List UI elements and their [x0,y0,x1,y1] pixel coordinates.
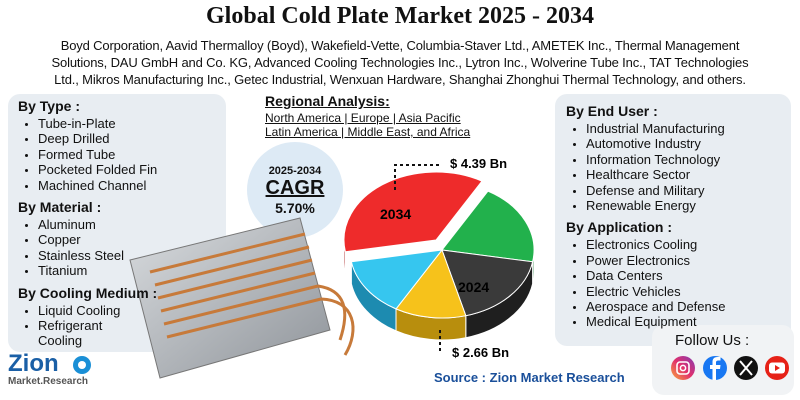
cagr-value: 5.70% [275,200,315,216]
pie-slice [350,249,444,310]
regional-line: North America | Europe | Asia Pacific [265,111,461,125]
segment-item: Tube-in-Plate [38,116,157,131]
segment-item: Aluminum [38,217,157,232]
follow: Follow Us : [675,332,750,349]
logo-sub: Market.Research [8,376,89,387]
pie-slice [395,248,467,319]
logo: Zion Market.Research [8,350,89,388]
segment-heading: By Material : [18,199,102,216]
segment: By Cooling Medium : Liquid CoolingRefrige… [18,285,157,349]
segment-list: Tube-in-PlateDeep DrilledFormed TubePock… [18,116,157,193]
segment-item: Copper [38,232,157,247]
segment-item: Data Centers [586,268,725,283]
segment: By Application :Electronics CoolingPower… [566,219,725,329]
pie-slice [441,190,535,263]
segment-list: Industrial ManufacturingAutomotive Indus… [566,121,725,213]
segment-item: Machined Channel [38,178,157,193]
segment-item: Electronics Cooling [586,237,725,252]
segment-heading: By Cooling Medium : [18,284,158,301]
segment-item: Information Technology [586,152,725,167]
high-year: 2034 [380,206,412,222]
segment-item: Power Electronics [586,253,725,268]
cagr-period: 2025-2034 [268,165,322,177]
right-segments: By End User : Industrial ManufacturingAut… [566,103,725,336]
segment: By Material :AluminumCopperStainless Ste… [18,199,157,279]
segment-item: Healthcare Sector [586,167,725,182]
segment-list: Electronics CoolingPower ElectronicsData… [566,237,725,329]
segment-item: Titanium [38,263,157,278]
segment-list: Liquid CoolingRefrigerant Cooling [18,303,133,349]
social-icons[interactable] [671,356,789,380]
high-value: $ 4.39 Bn [450,156,508,171]
segment-item: Aerospace and Defense [586,299,725,314]
right-panel [555,94,791,346]
regional-line: Latin America | Middle East, and Africa [265,125,471,139]
segment-item: Electric Vehicles [586,284,725,299]
segment-heading: By Application : [566,219,673,236]
low-year: 2024 [458,279,490,295]
source: Source : Zion Market Research [434,370,625,385]
leader-lines [394,164,441,352]
segment-item: Defense and Military [586,183,725,198]
segment-list: AluminumCopperStainless SteelTitanium [18,217,157,279]
low-value: $ 2.66 Bn [452,345,510,360]
segment-item: Refrigerant Cooling [38,318,133,349]
cagr-label: CAGR [265,177,325,199]
pie-slice [441,249,534,317]
segment-item: Automotive Industry [586,136,725,151]
segment-item: Industrial Manufacturing [586,121,725,136]
regional-heading: Regional Analysis: [265,93,390,109]
segment: By End User : Industrial ManufacturingAut… [566,103,725,213]
companies-line: Solutions, DAU GmbH and Co. KG, Advanced… [51,55,749,70]
companies-line: Ltd., Mikros Manufacturing Inc., Getec I… [54,72,746,87]
segment-item: Deep Drilled [38,131,157,146]
pie-slice [343,171,483,253]
segment-item: Pocketed Folded Fin [38,162,157,177]
logo-name: Zion [8,350,59,377]
segment-item: Formed Tube [38,147,157,162]
title: Global Cold Plate Market 2025 - 2034 [206,3,594,29]
cagr-circle [247,142,343,238]
segment-item: Liquid Cooling [38,303,133,318]
segment-item: Renewable Energy [586,198,725,213]
segment-heading: By End User : [566,103,658,119]
left-segments: By Type : Tube-in-PlateDeep DrilledFormed… [18,98,157,355]
cagr: 2025-2034 CAGR 5.70% [247,165,343,216]
segment-heading: By Type : [18,98,80,114]
pie-decoration [343,171,535,341]
cold-plate [129,217,355,379]
segment-item: Stainless Steel [38,248,157,263]
logo-mark [73,356,91,374]
companies-line: Boyd Corporation, Aavid Thermalloy (Boyd… [60,38,740,53]
segment-item: Medical Equipment [586,314,725,329]
segment: By Type : Tube-in-PlateDeep DrilledFormed… [18,98,157,193]
regional: Regional Analysis: North America | Europ… [265,93,470,139]
